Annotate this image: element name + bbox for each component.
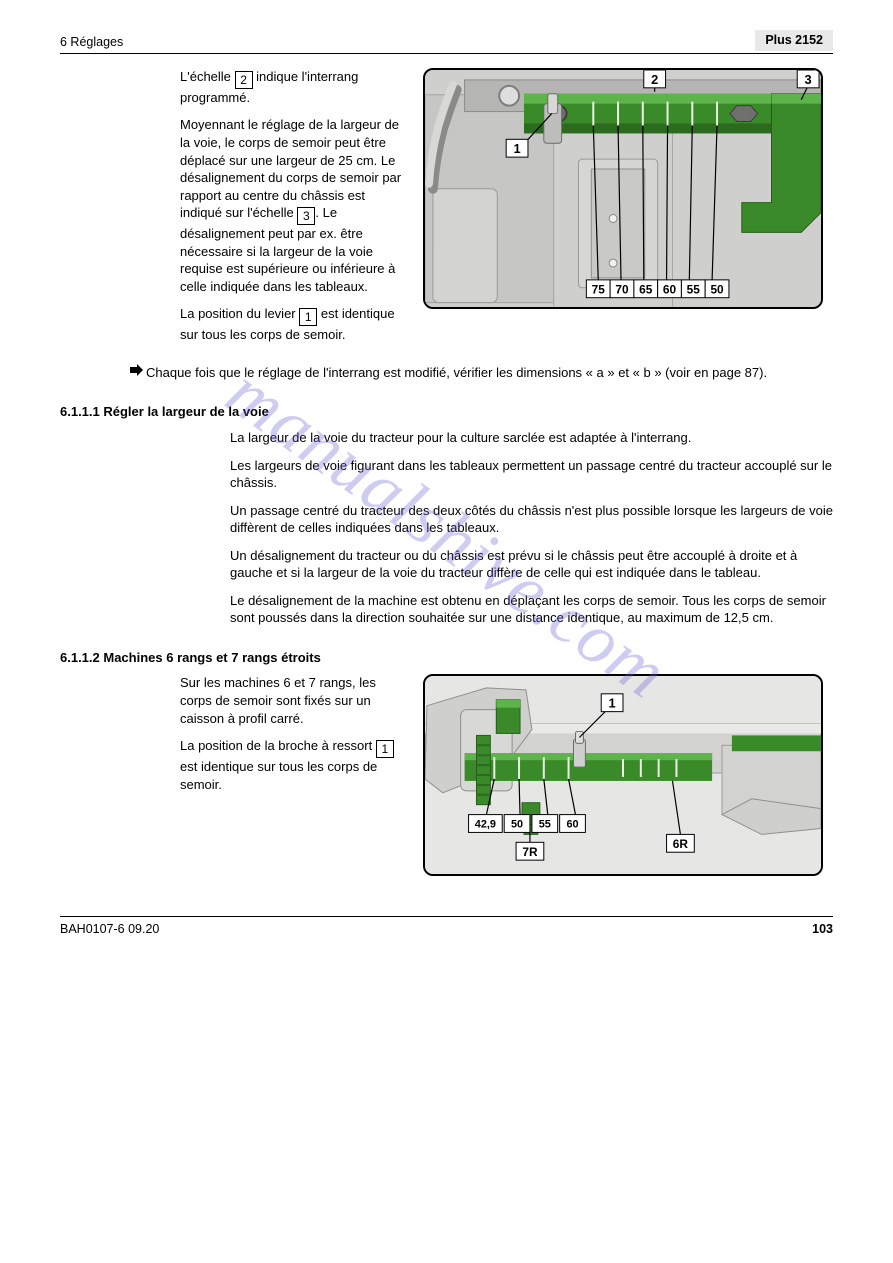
figure-1: 1 2 3 75 70 65 60 xyxy=(423,68,823,310)
svg-text:6R: 6R xyxy=(673,838,689,852)
svg-text:50: 50 xyxy=(710,283,724,297)
svg-text:55: 55 xyxy=(539,819,551,831)
header-tag: Plus 2152 xyxy=(755,30,833,51)
footer-docref: BAH0107-6 09.20 xyxy=(60,921,159,938)
figure-2: 1 42,9 50 55 60 xyxy=(423,674,823,876)
note-check-dimensions: Chaque fois que le réglage de l'interran… xyxy=(146,364,767,382)
svg-text:75: 75 xyxy=(592,283,606,297)
page-header: 6 Réglages Plus 2152 xyxy=(60,30,833,54)
ref-box-2: 2 xyxy=(235,71,253,89)
svg-text:60: 60 xyxy=(566,819,578,831)
svg-text:1: 1 xyxy=(513,141,520,156)
svg-text:1: 1 xyxy=(609,696,616,711)
ref-box-1: 1 xyxy=(299,308,317,326)
heading-6-1-1-2: 6.1.1.2 Machines 6 rangs et 7 rangs étro… xyxy=(60,649,833,667)
svg-text:7R: 7R xyxy=(522,846,538,860)
sec1-p2: Les largeurs de voie figurant dans les t… xyxy=(230,457,833,492)
sec2-p2: La position de la broche à ressort 1 est… xyxy=(180,737,407,793)
page-footer: BAH0107-6 09.20 103 xyxy=(60,916,833,938)
footer-page: 103 xyxy=(812,921,833,938)
svg-text:50: 50 xyxy=(511,819,523,831)
sec1-p5: Le désalignement de la machine est obten… xyxy=(230,592,833,627)
svg-text:3: 3 xyxy=(805,72,812,87)
svg-text:60: 60 xyxy=(663,283,677,297)
svg-text:42,9: 42,9 xyxy=(475,819,496,831)
heading-6-1-1-1: 6.1.1.1 Régler la largeur de la voie xyxy=(60,403,833,421)
svg-text:65: 65 xyxy=(639,283,653,297)
sec1-p3: Un passage centré du tracteur des deux c… xyxy=(230,502,833,537)
sec1-p4: Un désalignement du tracteur ou du châss… xyxy=(230,547,833,582)
svg-text:55: 55 xyxy=(687,283,701,297)
sec1-p1: La largeur de la voie du tracteur pour l… xyxy=(230,429,833,447)
svg-text:2: 2 xyxy=(651,72,658,87)
arrow-right-icon xyxy=(130,364,142,376)
para-scale-interrang: L'échelle 2 indique l'interrang programm… xyxy=(180,68,407,107)
para-lever-pos: La position du levier 1 est identique su… xyxy=(180,305,407,344)
ref-box-3: 3 xyxy=(297,207,315,225)
svg-text:70: 70 xyxy=(615,283,629,297)
header-section: 6 Réglages xyxy=(60,34,123,51)
para-voie-width: Moyennant le réglage de la largeur de la… xyxy=(180,116,407,295)
sec2-p1: Sur les machines 6 et 7 rangs, les corps… xyxy=(180,674,407,727)
ref-box-1b: 1 xyxy=(376,740,394,758)
